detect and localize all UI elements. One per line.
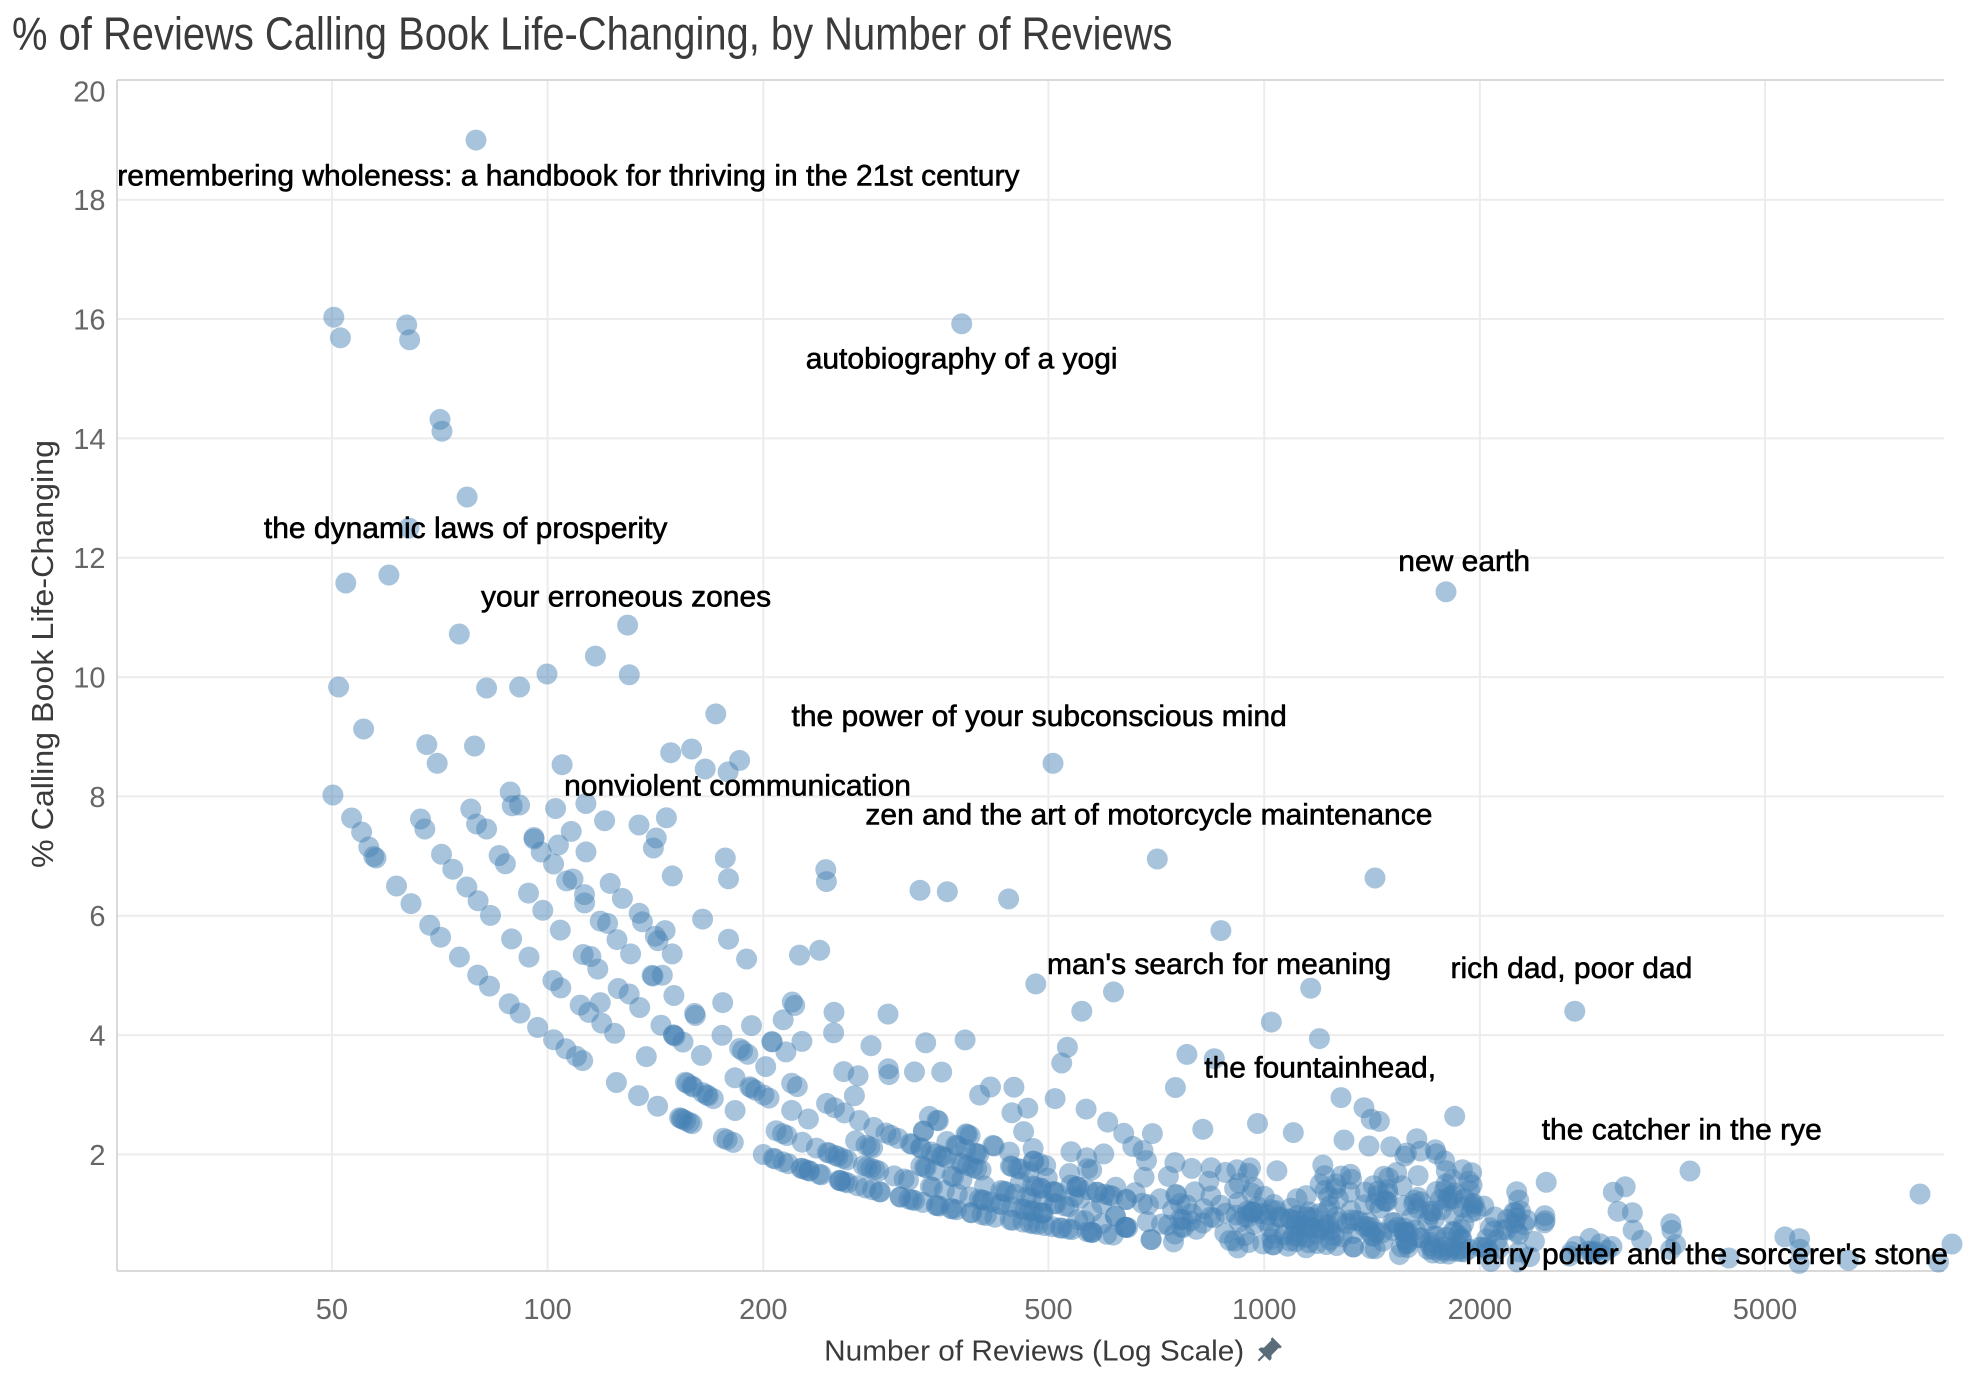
svg-text:the dynamic laws of prosperity: the dynamic laws of prosperity [264, 512, 668, 545]
svg-text:1000: 1000 [1232, 1294, 1297, 1326]
svg-text:6: 6 [89, 901, 105, 933]
svg-text:10: 10 [73, 663, 105, 695]
svg-text:nonviolent communication: nonviolent communication [564, 770, 911, 803]
svg-text:harry potter and the sorcerer': harry potter and the sorcerer's stone [1465, 1238, 1948, 1271]
svg-text:zen and the art of motorcycle: zen and the art of motorcycle maintenanc… [865, 798, 1432, 831]
svg-text:8: 8 [89, 782, 105, 814]
svg-text:2: 2 [89, 1140, 105, 1172]
svg-text:20: 20 [73, 76, 105, 108]
svg-text:new earth: new earth [1398, 545, 1530, 578]
svg-text:Number of Reviews (Log Scale): Number of Reviews (Log Scale) [824, 1336, 1244, 1368]
svg-text:the power of your subconscious: the power of your subconscious mind [792, 700, 1287, 733]
svg-text:rich dad, poor dad: rich dad, poor dad [1451, 952, 1693, 985]
svg-text:18: 18 [73, 185, 105, 217]
svg-text:500: 500 [1024, 1294, 1072, 1326]
svg-text:4: 4 [89, 1021, 105, 1053]
svg-text:your erroneous zones: your erroneous zones [481, 581, 771, 614]
svg-text:man's search for meaning: man's search for meaning [1047, 948, 1391, 981]
svg-text:% Calling Book Life-Changing: % Calling Book Life-Changing [25, 440, 60, 868]
svg-text:autobiography of a yogi: autobiography of a yogi [806, 343, 1118, 376]
svg-text:12: 12 [73, 543, 105, 575]
svg-text:100: 100 [523, 1294, 571, 1326]
svg-text:200: 200 [739, 1294, 787, 1326]
svg-text:% of Reviews Calling Book Life: % of Reviews Calling Book Life-Changing,… [12, 7, 1173, 59]
svg-text:16: 16 [73, 304, 105, 336]
svg-text:50: 50 [316, 1294, 348, 1326]
svg-text:the fountainhead,: the fountainhead, [1204, 1051, 1436, 1084]
svg-text:2000: 2000 [1448, 1294, 1513, 1326]
svg-text:remembering wholeness: a handb: remembering wholeness: a handbook for th… [117, 159, 1019, 192]
svg-text:14: 14 [73, 424, 105, 456]
svg-text:the catcher in the rye: the catcher in the rye [1542, 1113, 1822, 1146]
svg-text:5000: 5000 [1733, 1294, 1798, 1326]
